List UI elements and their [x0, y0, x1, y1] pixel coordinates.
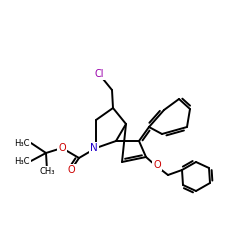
Text: N: N — [90, 143, 98, 153]
Text: O: O — [67, 165, 75, 175]
Text: Cl: Cl — [94, 69, 104, 79]
Text: O: O — [58, 143, 66, 153]
Text: H₃C: H₃C — [14, 138, 30, 147]
Text: CH₃: CH₃ — [39, 166, 55, 175]
Text: H₃C: H₃C — [14, 156, 30, 166]
Text: O: O — [153, 160, 161, 170]
